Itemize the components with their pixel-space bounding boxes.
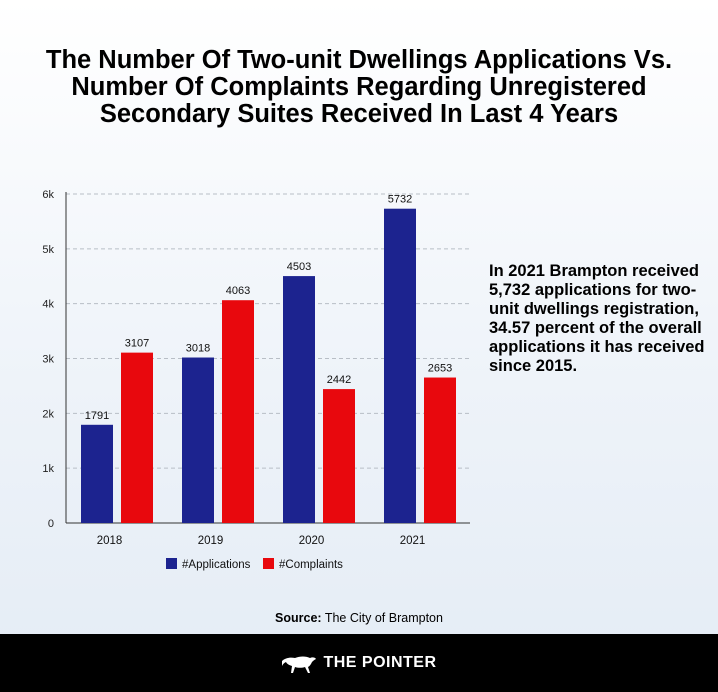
bar — [182, 357, 214, 523]
y-tick-label: 4k — [42, 299, 54, 311]
bar — [384, 208, 416, 524]
legend-label: #Applications — [182, 559, 251, 571]
title-line-3: Secondary Suites Received In Last 4 Year… — [99, 100, 619, 128]
bar — [222, 300, 254, 523]
x-tick-label: 2018 — [97, 535, 123, 547]
legend-swatch — [263, 558, 274, 569]
panther-logo-icon — [282, 656, 317, 673]
bar — [121, 352, 153, 523]
x-tick-label: 2020 — [299, 535, 325, 547]
chart-title: The Number Of Two-unit Dwellings Applica… — [20, 47, 698, 128]
footer-bar: THE POINTER — [0, 634, 718, 692]
bar-data-label: 3018 — [186, 343, 210, 355]
y-tick-label: 6k — [42, 189, 54, 201]
source-line: Source: The City of Brampton — [0, 611, 718, 625]
x-tick-label: 2019 — [198, 535, 224, 547]
bar — [424, 377, 456, 523]
bar-data-label: 4503 — [287, 261, 311, 273]
bar — [81, 424, 113, 523]
bar-chart: 0 1k 2k 3k 4k 5k 6k 1791 3107 2018 3018 4063 2019 450… — [42, 189, 470, 571]
bar-data-label: 4063 — [226, 285, 250, 297]
y-tick-label: 5k — [42, 244, 54, 256]
bar — [323, 389, 355, 523]
legend-label: #Complaints — [279, 559, 343, 571]
y-tick-label: 2k — [42, 408, 54, 420]
y-tick-label: 0 — [48, 518, 54, 530]
bar-data-label: 2653 — [428, 363, 452, 375]
source-label: Source: — [275, 611, 322, 625]
source-text: The City of Brampton — [321, 611, 443, 625]
title-line-2: Number Of Complaints Regarding Unregiste… — [71, 73, 647, 101]
bar — [283, 276, 315, 523]
brand-name: THE POINTER — [323, 654, 437, 671]
bar-data-label: 5732 — [388, 194, 412, 206]
x-tick-label: 2021 — [400, 535, 426, 547]
bar-data-label: 2442 — [327, 374, 351, 386]
bar-data-label: 1791 — [85, 410, 109, 422]
y-tick-label: 3k — [42, 354, 54, 366]
annotation-text: In 2021 Brampton received 5,732 applicat… — [489, 262, 705, 375]
title-line-1: The Number Of Two-unit Dwellings Applica… — [45, 46, 673, 74]
legend-swatch — [166, 558, 177, 569]
y-tick-label: 1k — [42, 463, 54, 475]
bar-data-label: 3107 — [125, 338, 149, 350]
